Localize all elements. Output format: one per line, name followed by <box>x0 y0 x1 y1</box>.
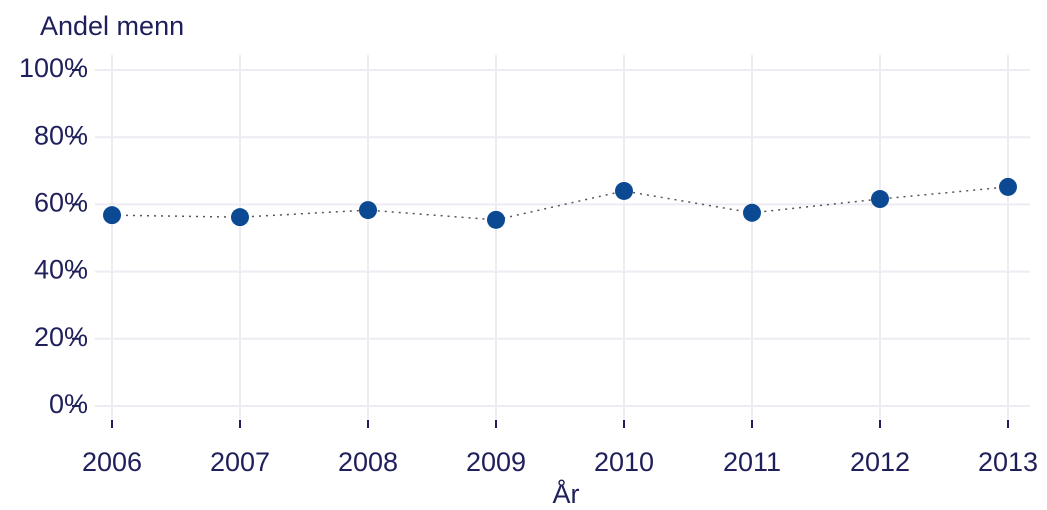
y-tick-label: 40% <box>34 255 88 285</box>
data-point <box>103 206 121 225</box>
x-axis-title: År <box>553 478 580 509</box>
data-point <box>871 190 889 209</box>
y-axis-title: Andel menn <box>40 11 184 41</box>
x-tick-label: 2008 <box>338 447 398 477</box>
y-tick-label: 0% <box>49 389 88 419</box>
data-point <box>999 177 1017 196</box>
data-point <box>359 201 377 220</box>
x-tick-label: 2010 <box>594 447 654 477</box>
x-tick-label: 2007 <box>210 447 270 477</box>
x-tick-label: 2006 <box>82 447 142 477</box>
y-tick-label: 100% <box>19 53 88 83</box>
x-tick-label: 2011 <box>723 447 781 477</box>
x-tick-label: 2013 <box>978 447 1038 477</box>
data-point <box>743 203 761 222</box>
y-tick-label: 60% <box>34 188 88 218</box>
x-tick-label: 2012 <box>850 447 910 477</box>
data-point <box>487 210 505 229</box>
y-tick-label: 20% <box>34 322 88 352</box>
data-point <box>615 181 633 200</box>
y-tick-label: 80% <box>34 120 88 150</box>
data-point <box>231 208 249 227</box>
x-tick-label: 2009 <box>466 447 526 477</box>
